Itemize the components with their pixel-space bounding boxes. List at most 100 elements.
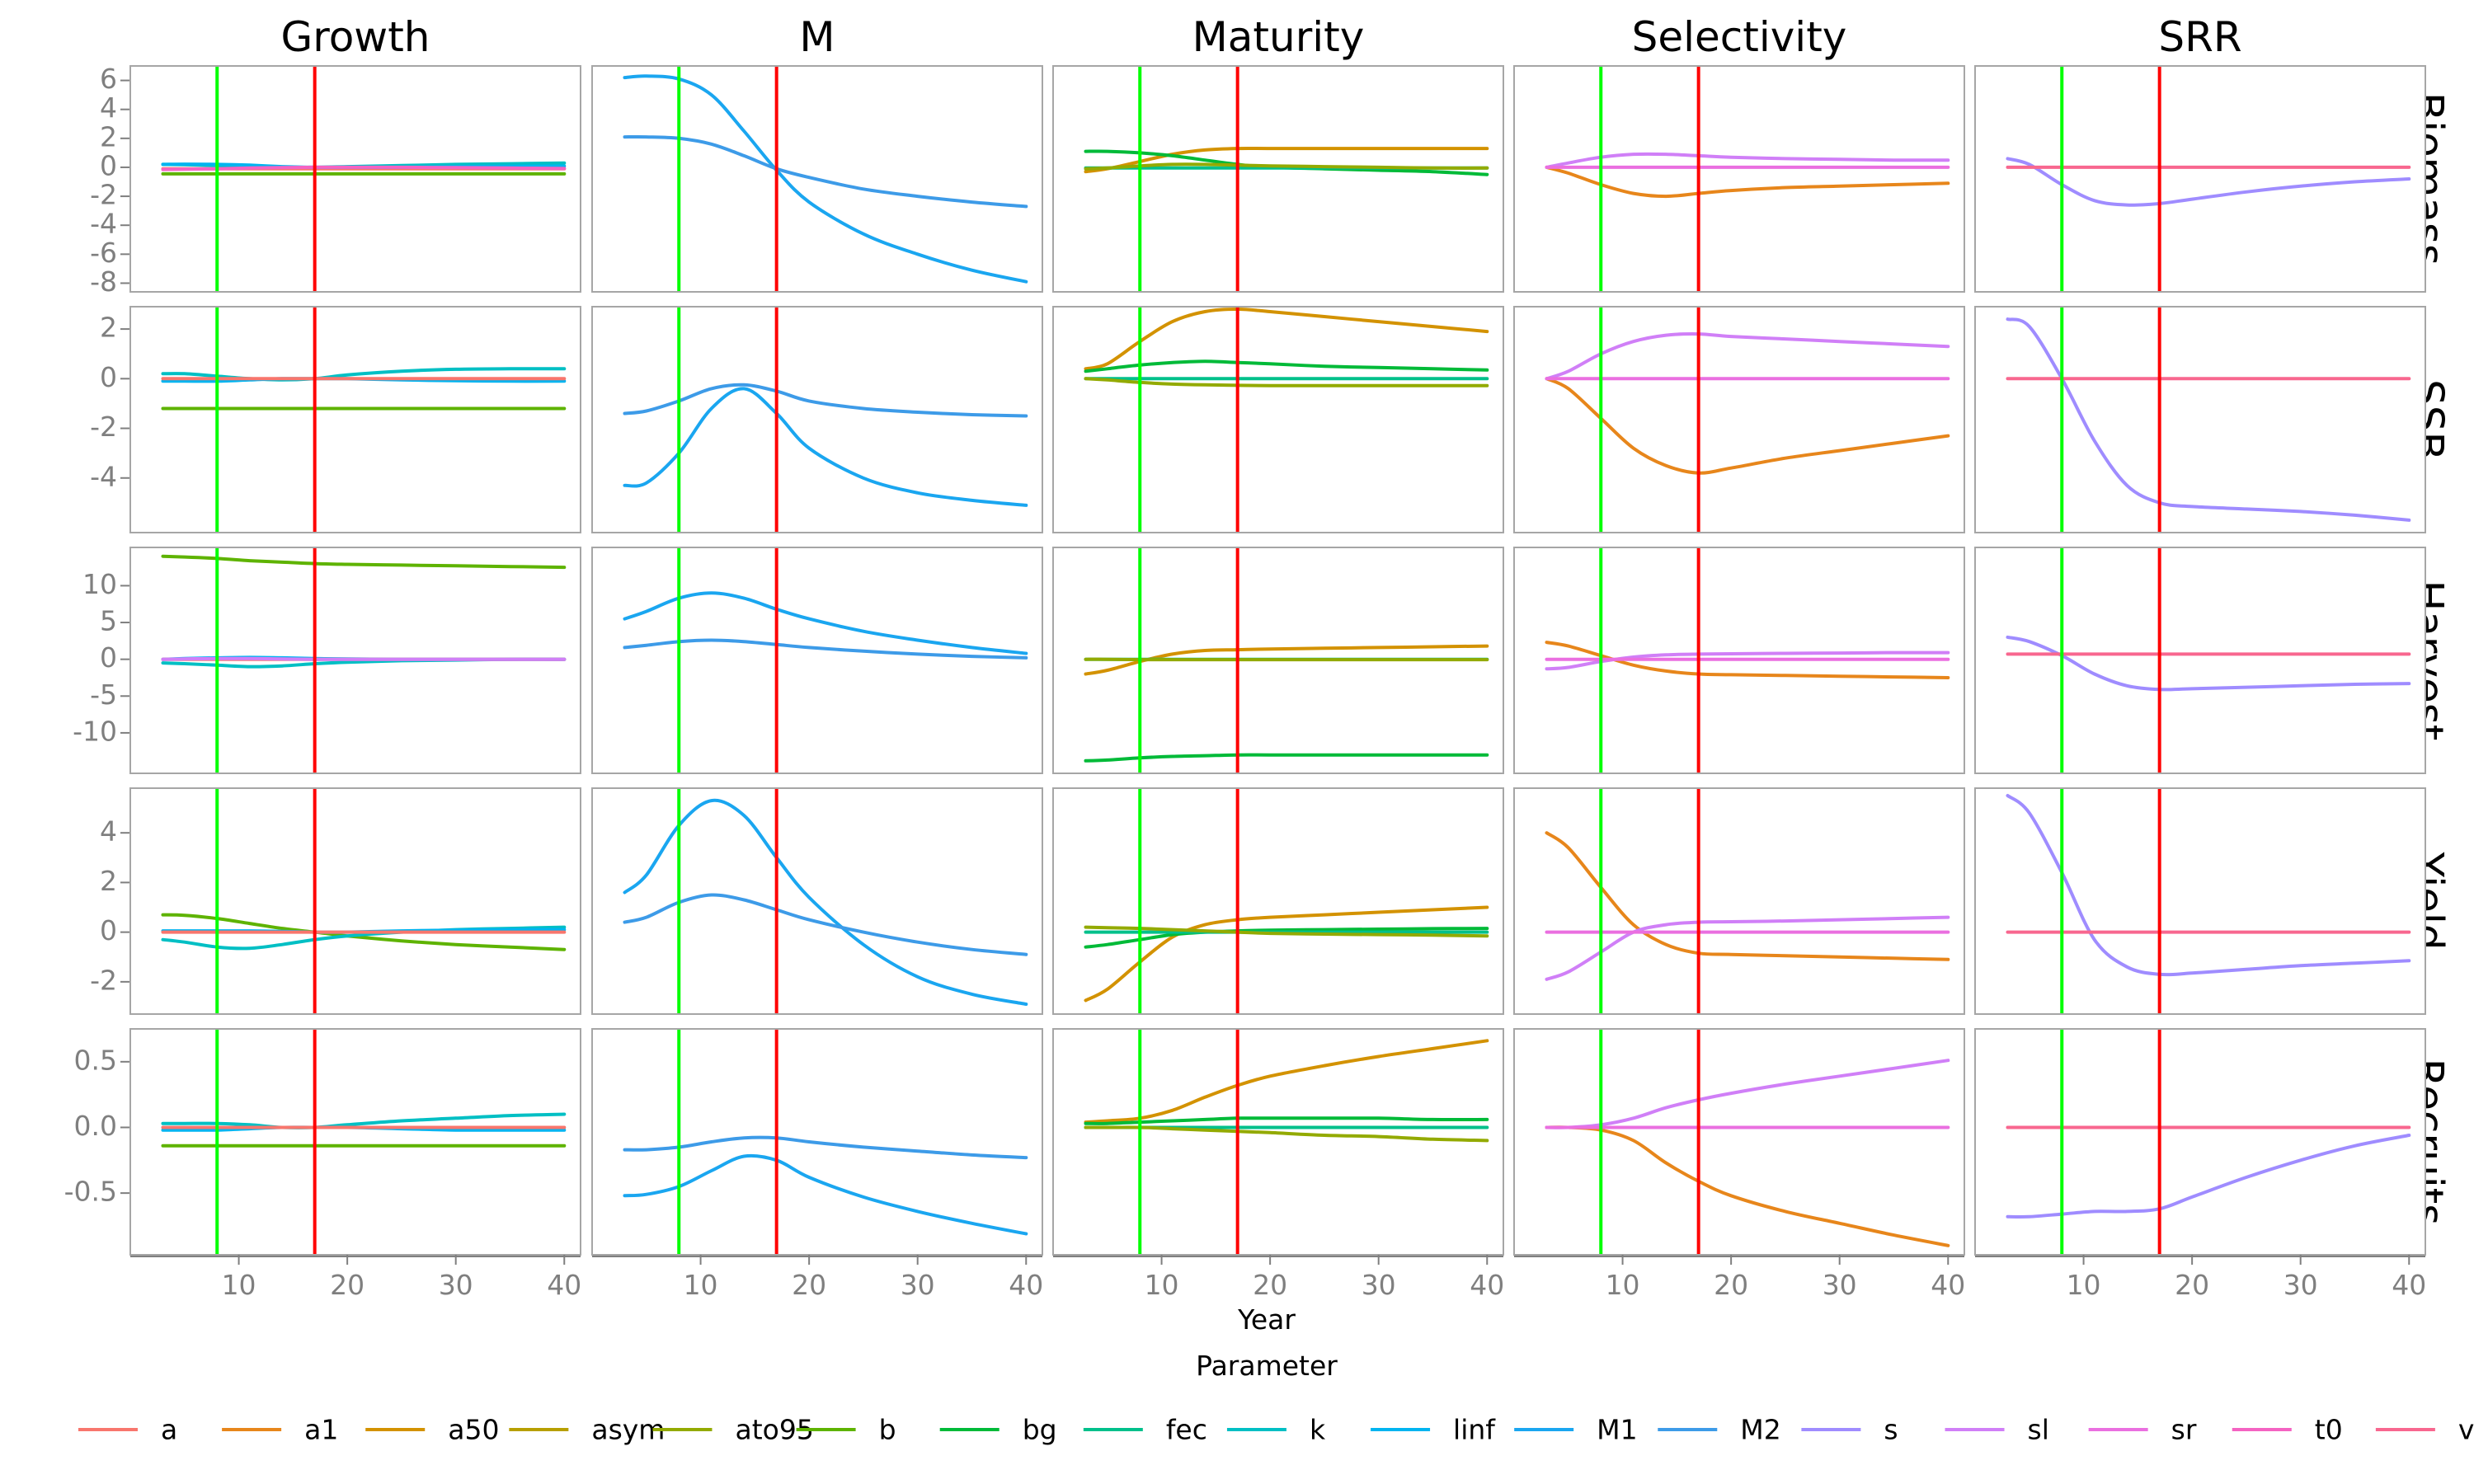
y-tick-label: 10: [82, 568, 117, 600]
legend-label: s: [1884, 1414, 1898, 1446]
series-line-sl: [1545, 1059, 1950, 1129]
panel-border: [1974, 787, 2426, 1015]
panel-background: [1975, 307, 2425, 533]
panel-border: [129, 547, 581, 774]
panel-border: [1513, 787, 1965, 1015]
panel-ssb-srr: [1974, 306, 2426, 533]
panel-plot-area: [1545, 547, 1950, 773]
y-tick-label: -4: [90, 208, 117, 240]
series-line-m1: [623, 1153, 1028, 1236]
y-tick-label: 6: [100, 63, 117, 95]
series-line-s: [2006, 635, 2411, 692]
y-tick-label: -0.5: [64, 1176, 117, 1208]
panel-plot-area: [2006, 307, 2411, 533]
x-tick-label: 40: [1931, 1269, 1965, 1301]
panel-background: [1053, 1029, 1503, 1255]
panel-recruits-growth: [129, 1028, 581, 1256]
y-tick-label: 0: [100, 361, 117, 393]
y-tick-label: 4: [100, 815, 117, 848]
panel-border: [1052, 306, 1504, 533]
y-tick-label: -8: [90, 265, 117, 298]
panel-background: [130, 788, 581, 1014]
panel-border: [129, 65, 581, 293]
legend-item-k: k: [1226, 1414, 1326, 1446]
panel-yield-growth: [129, 787, 581, 1015]
panel-ssb-growth: [129, 306, 581, 533]
series-line-m1: [623, 798, 1028, 1006]
series-line-m2: [623, 383, 1028, 418]
panel-recruits-srr: [1974, 1028, 2426, 1256]
x-tick-label: 10: [684, 1269, 718, 1301]
panel-border: [129, 306, 581, 533]
panel-background: [1975, 1029, 2425, 1255]
y-tick-label: -5: [90, 679, 117, 711]
y-tick-label: 0.0: [74, 1110, 117, 1142]
panel-background: [1053, 788, 1503, 1014]
panel-border: [1974, 65, 2426, 293]
legend-item-m2: M2: [1658, 1414, 1781, 1446]
y-tick-label: 0.5: [74, 1044, 117, 1076]
x-tick-label: 10: [1145, 1269, 1179, 1301]
panel-biomass-m: [591, 65, 1043, 293]
x-tick-label: 20: [792, 1269, 826, 1301]
panel-harvest-maturity: [1052, 547, 1504, 774]
series-line-a50: [1084, 146, 1489, 174]
panel-plot-area: [161, 547, 567, 773]
x-tick-label: 30: [439, 1269, 473, 1301]
panel-background: [1514, 788, 1964, 1014]
panel-border: [1052, 1028, 1504, 1256]
column-strip-label: SRR: [2158, 13, 2241, 61]
panel-plot-area: [1084, 1029, 1489, 1255]
series-line-a1: [1545, 377, 1950, 475]
series-line-a50: [1084, 1039, 1489, 1125]
series-line-sl: [1545, 152, 1950, 169]
x-tick-label: 10: [222, 1269, 256, 1301]
panel-border: [1513, 1028, 1965, 1256]
series-line-m2: [623, 638, 1028, 660]
x-tick-label: 40: [547, 1269, 581, 1301]
panel-border: [1974, 547, 2426, 774]
legend-item-vb: vb: [2375, 1414, 2474, 1446]
panel-border: [129, 787, 581, 1015]
panel-plot-area: [1084, 307, 1489, 533]
panel-background: [1053, 307, 1503, 533]
legend: aa1a50asymato95bbgfecklinfM1M2sslsrt0vb: [78, 1414, 2474, 1446]
legend-label: M1: [1597, 1414, 1637, 1446]
legend-item-t0: t0: [2232, 1414, 2343, 1446]
column-strip-label: M: [799, 13, 835, 61]
x-tick-label: 20: [1714, 1269, 1748, 1301]
panel-border: [591, 1028, 1043, 1256]
series-line-a1: [1545, 831, 1950, 961]
panel-biomass-maturity: [1052, 65, 1504, 293]
x-tick-label: 40: [1470, 1269, 1504, 1301]
legend-label: a: [161, 1414, 177, 1446]
panel-plot-area: [623, 788, 1028, 1014]
legend-item-m1: M1: [1514, 1414, 1638, 1446]
panel-harvest-m: [591, 547, 1043, 774]
y-tick-label: -2: [90, 179, 117, 211]
y-tick-label: 5: [100, 605, 117, 637]
series-line-a50: [1084, 644, 1489, 676]
column-strip-label: Selectivity: [1632, 13, 1847, 61]
panel-plot-area: [1084, 66, 1489, 292]
y-tick-label: -4: [90, 460, 117, 492]
x-tick-label: 30: [2284, 1269, 2318, 1301]
series-line-s: [2006, 1134, 2411, 1219]
panel-border: [591, 306, 1043, 533]
panel-yield-srr: [1974, 787, 2426, 1015]
legend-item-bg: bg: [939, 1414, 1057, 1446]
y-tick-label: 4: [100, 92, 117, 124]
y-tick-label: 0: [100, 149, 117, 181]
legend-item-sl: sl: [1945, 1414, 2049, 1446]
y-tick-label: 0: [100, 914, 117, 946]
legend-label: t0: [2315, 1414, 2343, 1446]
series-line-m2: [623, 1135, 1028, 1160]
panel-plot-area: [623, 547, 1028, 773]
y-tick-label: -2: [90, 411, 117, 443]
x-tick-label: 40: [2392, 1269, 2426, 1301]
facet-panels: Growth M Maturity Selectivity SRRBiomassSSBH…: [64, 13, 2453, 1301]
panel-plot-area: [161, 66, 567, 292]
panel-border: [1513, 547, 1965, 774]
series-line-ato95: [1084, 377, 1489, 387]
